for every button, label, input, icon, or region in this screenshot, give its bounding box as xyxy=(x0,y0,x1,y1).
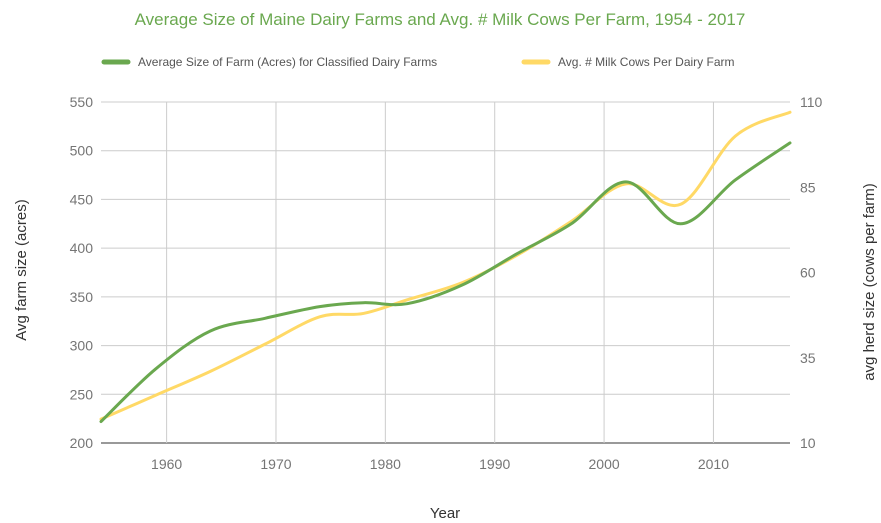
y-axis-title-left: Avg farm size (acres) xyxy=(13,199,30,340)
y-tick-label-right: 60 xyxy=(800,265,816,281)
x-tick-label: 1990 xyxy=(479,456,510,472)
y-tick-label-left: 400 xyxy=(70,240,94,256)
gridlines xyxy=(101,101,790,444)
y-tick-label-left: 350 xyxy=(70,289,94,305)
chart-title: Average Size of Maine Dairy Farms and Av… xyxy=(135,10,746,29)
y-tick-label-right: 10 xyxy=(800,435,816,451)
y-tick-label-right: 35 xyxy=(800,350,816,366)
series-layer xyxy=(99,110,792,424)
left-axis-ticks: 200 250 300 350 400 450 500 550 xyxy=(70,94,94,451)
series-line-farm-size xyxy=(99,141,792,424)
y-axis-title-right: avg herd size (cows per farm) xyxy=(861,183,878,381)
y-tick-label-left: 500 xyxy=(70,143,94,159)
x-tick-label: 1960 xyxy=(151,456,182,472)
series-line-herd-size xyxy=(99,110,792,421)
y-tick-label-right: 85 xyxy=(800,179,816,195)
y-tick-label-left: 250 xyxy=(70,386,94,402)
y-tick-label-left: 450 xyxy=(70,191,94,207)
legend: Average Size of Farm (Acres) for Classif… xyxy=(101,55,734,69)
right-axis-ticks: 10 35 60 85 110 xyxy=(800,94,823,451)
y-tick-label-right: 110 xyxy=(800,94,823,110)
x-axis-title: Year xyxy=(430,505,460,522)
x-tick-label: 2010 xyxy=(698,456,729,472)
legend-label-farm-size: Average Size of Farm (Acres) for Classif… xyxy=(138,55,437,69)
x-tick-label: 2000 xyxy=(589,456,620,472)
x-tick-label: 1970 xyxy=(260,456,291,472)
x-tick-label: 1980 xyxy=(370,456,401,472)
y-tick-label-left: 300 xyxy=(70,338,94,354)
legend-label-herd-size: Avg. # Milk Cows Per Dairy Farm xyxy=(558,55,734,69)
x-axis-ticks: 1960 1970 1980 1990 2000 2010 xyxy=(151,456,729,472)
y-tick-label-left: 550 xyxy=(70,94,94,110)
y-tick-label-left: 200 xyxy=(70,435,94,451)
